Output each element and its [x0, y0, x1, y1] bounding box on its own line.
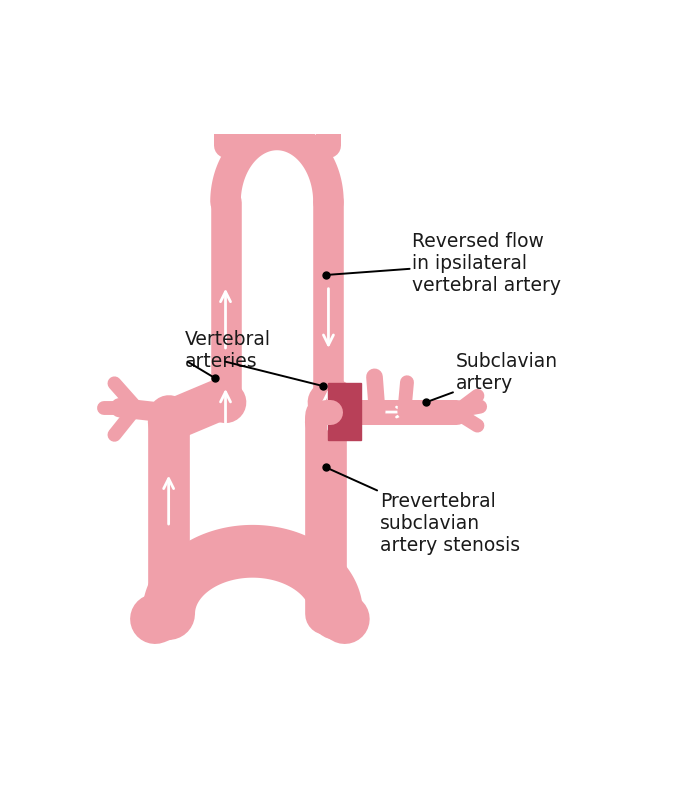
Text: Reversed flow
in ipsilateral
vertebral artery: Reversed flow in ipsilateral vertebral a…	[326, 232, 561, 294]
Bar	[329, 383, 361, 440]
Text: Vertebral
arteries: Vertebral arteries	[185, 330, 271, 371]
Text: Subclavian
artery: Subclavian artery	[426, 352, 558, 403]
Text: Prevertebral
subclavian
artery stenosis: Prevertebral subclavian artery stenosis	[326, 468, 520, 555]
